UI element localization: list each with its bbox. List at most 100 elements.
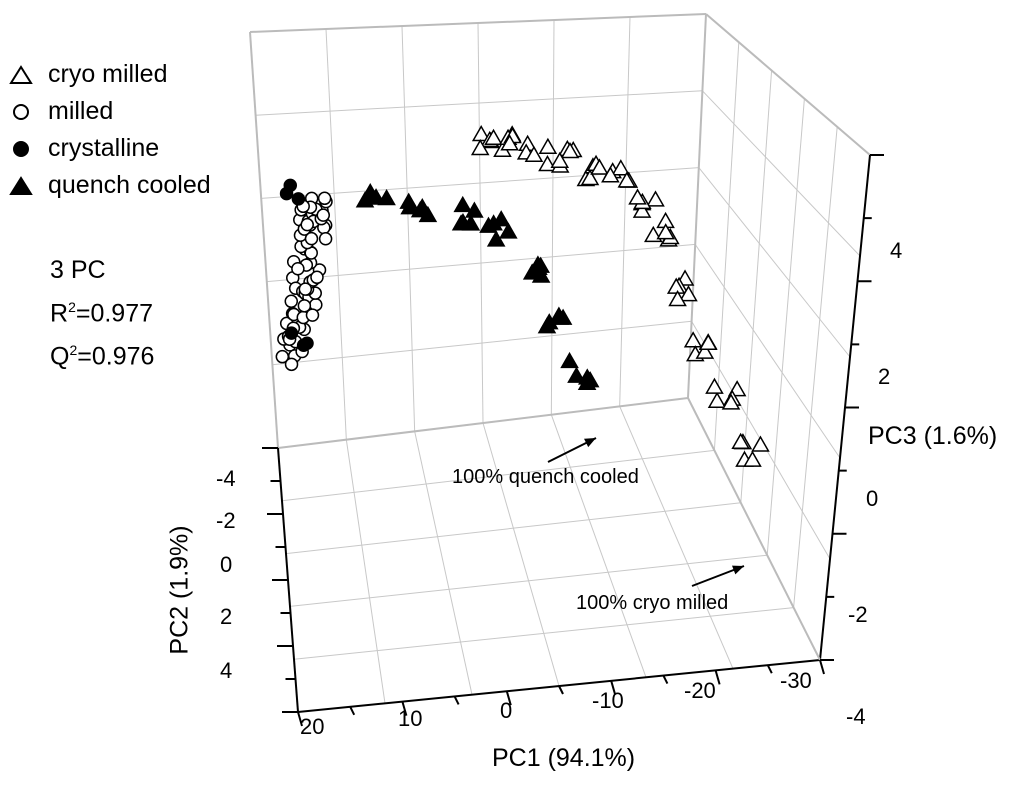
floor-grid-line bbox=[482, 422, 560, 687]
side-grid-line bbox=[702, 90, 861, 257]
x-tick: 20 bbox=[300, 714, 325, 739]
point-milled bbox=[316, 208, 331, 222]
point-cryo-milled bbox=[721, 393, 741, 410]
back-grid-line bbox=[325, 28, 347, 440]
back-grid-line bbox=[255, 90, 703, 116]
point-cryo-milled bbox=[550, 151, 570, 169]
stat-components: 3 PC bbox=[50, 256, 106, 284]
stat-q2: Q2=0.976 bbox=[50, 342, 155, 371]
point-cryo-milled bbox=[679, 285, 698, 302]
point-milled bbox=[318, 231, 333, 246]
point-milled bbox=[298, 282, 313, 296]
y-tick: 4 bbox=[220, 658, 233, 683]
point-crystalline bbox=[284, 326, 299, 340]
x-tick: 0 bbox=[500, 698, 513, 723]
side-grid-line bbox=[698, 167, 851, 358]
point-crystalline bbox=[283, 178, 298, 193]
y-tick: -4 bbox=[216, 466, 236, 491]
legend-item-crystalline: crystalline bbox=[6, 130, 211, 167]
point-quench-cooled bbox=[465, 201, 484, 218]
point-cryo-milled bbox=[560, 142, 580, 159]
floor-grid-line bbox=[285, 502, 741, 555]
point-cryo-milled bbox=[751, 435, 770, 452]
legend-item-quench-cooled: quench cooled bbox=[6, 167, 211, 204]
stat-r2: R2=0.977 bbox=[50, 299, 154, 328]
y-tick: 2 bbox=[220, 604, 233, 629]
z-tick: 0 bbox=[866, 486, 879, 511]
floor-grid-line bbox=[550, 414, 647, 678]
point-cryo-milled bbox=[656, 223, 675, 240]
side-grid-line bbox=[793, 126, 838, 608]
x-tick-mark bbox=[819, 659, 825, 675]
point-cryo-milled bbox=[695, 342, 715, 359]
frame-edge bbox=[249, 13, 707, 33]
point-cryo-milled bbox=[668, 289, 687, 307]
point-quench-cooled bbox=[479, 216, 498, 233]
z-tick: -4 bbox=[846, 704, 866, 729]
annotation-quench-cooled: 100% quench cooled bbox=[452, 466, 639, 488]
y-axis-label: PC2 (1.9%) bbox=[165, 525, 194, 655]
point-cryo-milled bbox=[500, 134, 519, 151]
point-cryo-milled bbox=[646, 190, 665, 207]
point-cryo-milled bbox=[470, 139, 490, 156]
y-tick: 0 bbox=[220, 552, 233, 577]
point-milled bbox=[284, 357, 299, 372]
point-cryo-milled bbox=[617, 171, 637, 188]
x-tick: -30 bbox=[780, 668, 812, 693]
point-cryo-milled bbox=[524, 145, 544, 162]
point-cryo-milled bbox=[707, 391, 727, 408]
x-tick-mark bbox=[349, 706, 356, 716]
x-tick-mark bbox=[766, 664, 773, 674]
frame-edge bbox=[687, 397, 821, 661]
floor-grid-line bbox=[414, 431, 473, 695]
z-tick: 4 bbox=[890, 238, 903, 263]
point-cryo-milled bbox=[632, 201, 652, 218]
point-cryo-milled bbox=[731, 432, 750, 450]
x-tick: -10 bbox=[592, 688, 624, 713]
filled-circle-icon bbox=[13, 140, 29, 157]
point-milled bbox=[304, 231, 319, 246]
side-grid-line bbox=[740, 70, 773, 503]
point-quench-cooled bbox=[560, 351, 579, 369]
frame-edge bbox=[277, 397, 689, 449]
back-grid-line bbox=[266, 243, 696, 283]
point-cryo-milled bbox=[484, 128, 503, 145]
legend-label: crystalline bbox=[48, 134, 160, 162]
legend-label: quench cooled bbox=[48, 171, 211, 199]
point-crystalline bbox=[291, 192, 306, 206]
point-cryo-milled bbox=[601, 166, 620, 183]
data-points bbox=[275, 125, 770, 467]
x-tick-mark bbox=[662, 675, 669, 685]
back-grid-line bbox=[477, 22, 484, 424]
z-axis-label: PC3 (1.6%) bbox=[868, 422, 998, 450]
point-cryo-milled bbox=[705, 377, 724, 394]
point-milled bbox=[310, 270, 324, 285]
z-tick: 2 bbox=[878, 364, 891, 389]
point-quench-cooled bbox=[567, 366, 586, 383]
open-triangle-icon bbox=[9, 64, 33, 84]
point-quench-cooled bbox=[453, 212, 473, 230]
point-milled bbox=[317, 191, 332, 206]
plot-box-grid bbox=[255, 16, 861, 704]
point-milled bbox=[297, 299, 312, 313]
open-circle-icon bbox=[13, 103, 29, 120]
point-quench-cooled bbox=[499, 222, 518, 239]
floor-grid-line bbox=[293, 607, 794, 660]
point-milled bbox=[291, 262, 305, 276]
x-tick-mark bbox=[610, 680, 617, 696]
annotation-cryo-milled: 100% cryo milled bbox=[576, 592, 729, 614]
point-cryo-milled bbox=[611, 159, 631, 176]
point-quench-cooled bbox=[491, 210, 511, 227]
frame-edge bbox=[705, 13, 871, 156]
plot-box-frame bbox=[249, 13, 884, 727]
point-quench-cooled bbox=[412, 197, 432, 215]
point-milled bbox=[300, 217, 314, 232]
x-tick: 10 bbox=[398, 706, 423, 731]
legend: cryo milled milled crystalline quench co… bbox=[6, 56, 211, 204]
point-quench-cooled bbox=[577, 368, 597, 385]
back-grid-line bbox=[272, 320, 692, 366]
point-cryo-milled bbox=[628, 188, 647, 205]
x-tick-mark bbox=[453, 695, 460, 705]
point-milled bbox=[284, 294, 299, 309]
